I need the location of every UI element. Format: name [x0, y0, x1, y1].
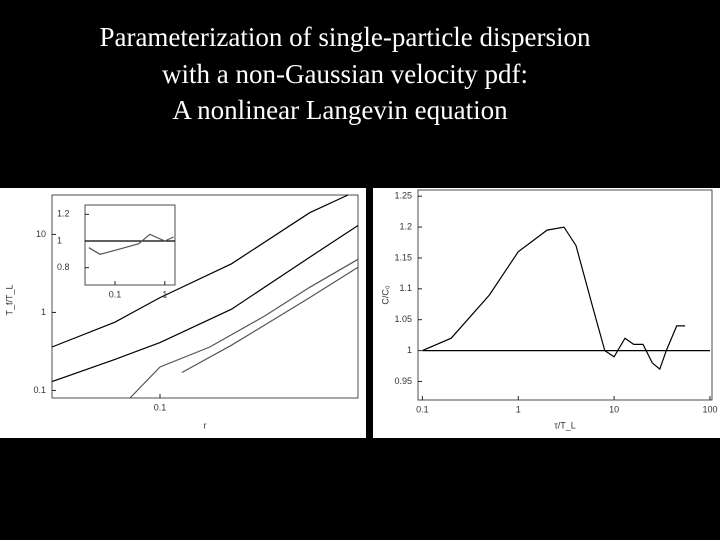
- data-line: [181, 266, 359, 374]
- x-tick-label: 0.1: [154, 402, 167, 412]
- plot-frame: [84, 204, 176, 286]
- data-line: [88, 233, 174, 255]
- plot-frame: [51, 194, 359, 399]
- title-line: with a non-Gaussian velocity pdf:: [162, 59, 528, 89]
- y-axis-label: C/C₀: [380, 285, 390, 304]
- data-line: [51, 194, 349, 348]
- panel: [373, 188, 720, 438]
- x-axis-label: r: [204, 420, 207, 430]
- x-tick-label: 0.1: [109, 289, 122, 299]
- y-tick-label: 1.2: [399, 221, 412, 231]
- y-tick-label: 1.05: [394, 314, 412, 324]
- y-tick-label: 1.15: [394, 252, 412, 262]
- title-line: A nonlinear Langevin equation: [172, 95, 508, 125]
- y-tick-label: 0.8: [57, 262, 70, 272]
- y-tick-label: 10: [36, 229, 46, 239]
- y-tick-label: 1: [407, 345, 412, 355]
- plot-frame: [417, 189, 713, 401]
- x-tick-label: 1: [162, 289, 167, 299]
- x-tick-label: 10: [609, 404, 619, 414]
- y-tick-label: 1: [57, 235, 62, 245]
- y-axis-label: T_f/T_L: [4, 284, 14, 315]
- title-line: Parameterization of single-particle disp…: [99, 22, 591, 52]
- y-tick-label: 1.25: [394, 191, 412, 201]
- y-tick-label: 0.95: [394, 376, 412, 386]
- data-line: [422, 226, 686, 371]
- panel: [0, 188, 366, 438]
- y-tick-label: 0.1: [33, 385, 46, 395]
- x-tick-label: 0.1: [416, 404, 429, 414]
- x-tick-label: 100: [702, 404, 717, 414]
- data-line: [129, 258, 359, 399]
- x-axis-label: τ/T_L: [554, 420, 576, 430]
- y-tick-label: 1.2: [57, 209, 70, 219]
- x-tick-label: 1: [516, 404, 521, 414]
- y-tick-label: 1.1: [399, 283, 412, 293]
- data-line: [51, 224, 359, 383]
- y-tick-label: 1: [41, 307, 46, 317]
